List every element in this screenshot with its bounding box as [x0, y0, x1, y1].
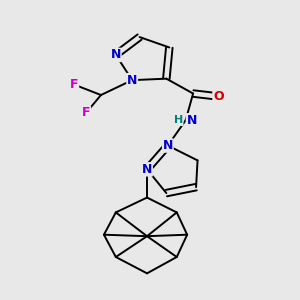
Text: N: N: [127, 74, 137, 87]
Text: N: N: [186, 114, 197, 127]
Text: F: F: [70, 78, 79, 91]
Text: O: O: [213, 90, 224, 103]
Text: F: F: [82, 106, 90, 119]
Text: N: N: [111, 48, 121, 62]
Text: N: N: [142, 163, 152, 176]
Text: H: H: [174, 115, 183, 125]
Text: N: N: [163, 139, 173, 152]
